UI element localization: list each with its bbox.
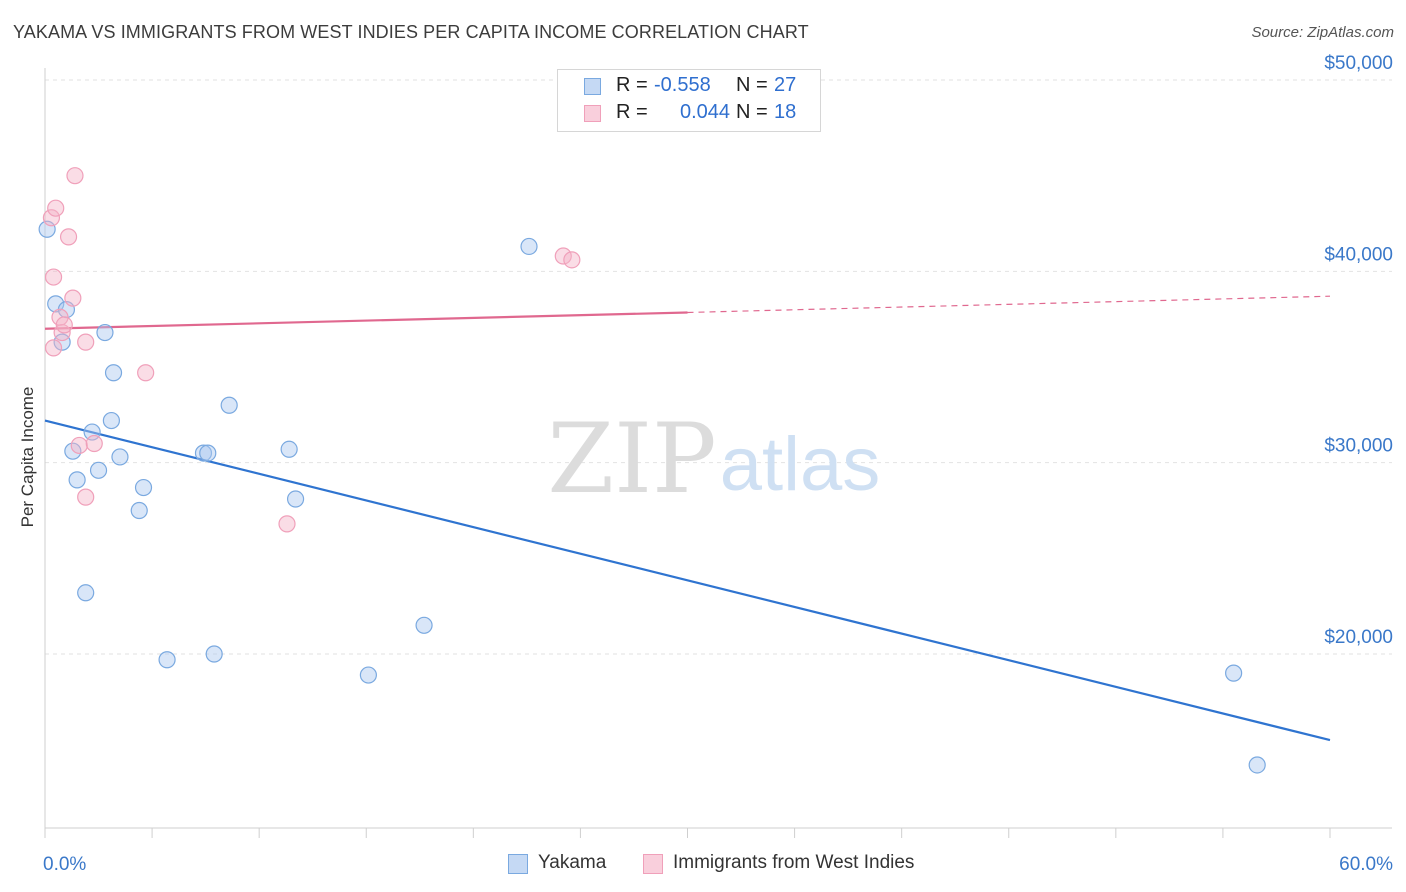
legend-n-value: 18	[774, 101, 797, 123]
y-tick-label: $30,000	[1324, 436, 1393, 457]
data-point	[111, 448, 129, 466]
data-point	[96, 323, 114, 342]
data-point	[55, 316, 73, 334]
data-point	[66, 167, 84, 185]
data-point	[554, 247, 572, 265]
data-point	[205, 645, 223, 663]
legend-swatch-yakama	[584, 78, 601, 95]
source-label: Source: ZipAtlas.com	[1251, 24, 1394, 41]
data-point	[158, 651, 176, 669]
data-point	[64, 442, 82, 460]
data-point	[194, 444, 213, 462]
data-point	[563, 251, 581, 269]
grid-layer	[45, 79, 1392, 655]
data-point	[286, 490, 305, 508]
x-tick-label: 60.0%	[1339, 854, 1393, 875]
data-point	[104, 364, 123, 382]
data-point	[44, 268, 63, 286]
data-point	[64, 289, 82, 307]
trend-layer	[44, 295, 1331, 742]
legend-n-value: 27	[774, 74, 797, 96]
trend-line	[44, 419, 1331, 742]
legend-r-value: -0.558	[654, 74, 711, 96]
data-point	[47, 295, 65, 313]
axis-layer	[44, 68, 1392, 838]
data-point	[1248, 756, 1266, 774]
legend-swatch-west-indies	[584, 105, 601, 122]
legend-r-label: R =	[616, 101, 648, 123]
x-tick-label: 0.0%	[43, 854, 86, 875]
chart-title: YAKAMA VS IMMIGRANTS FROM WEST INDIES PE…	[13, 22, 809, 42]
data-point	[199, 444, 217, 462]
bottom-legend-label: Immigrants from West Indies	[673, 852, 915, 873]
data-point	[68, 471, 86, 489]
data-point	[77, 333, 95, 351]
data-point	[359, 666, 377, 684]
data-point	[415, 616, 433, 634]
bottom-legend-swatch-yakama	[508, 854, 528, 874]
data-point	[280, 440, 298, 458]
data-point	[134, 478, 153, 497]
legend-r-value: 0.044	[680, 101, 731, 123]
data-point	[77, 488, 95, 506]
data-point	[220, 396, 238, 414]
data-point	[77, 584, 95, 602]
bottom-legend-label: Yakama	[538, 852, 607, 873]
data-point	[137, 364, 155, 382]
bottom-legend-swatch-west-indies	[643, 854, 663, 874]
data-point	[53, 333, 71, 351]
y-tick-label: $50,000	[1324, 53, 1393, 74]
data-point	[44, 339, 63, 357]
legend-n-label: N =	[736, 74, 768, 96]
data-point	[278, 515, 296, 533]
data-point	[47, 199, 65, 217]
data-point	[70, 436, 88, 455]
tick-labels: $20,000 $30,000 $40,000 $50,000 0.0% 60.0%	[43, 53, 1393, 875]
watermark-atlas: atlas	[720, 422, 881, 507]
data-point	[102, 411, 120, 430]
data-point	[89, 461, 108, 479]
data-point	[59, 228, 78, 246]
points-layer	[38, 167, 1266, 774]
data-point	[520, 237, 538, 256]
data-point	[130, 501, 148, 520]
legend-n-label: N =	[736, 101, 768, 123]
data-point	[85, 434, 103, 453]
trend-line-extension	[687, 295, 1331, 314]
trend-line	[44, 311, 688, 330]
y-tick-label: $40,000	[1324, 244, 1393, 265]
legend-r-label: R =	[616, 74, 648, 96]
data-point	[1225, 664, 1243, 682]
stats-legend: R = -0.558 N = 27 R = 0.044 N = 18	[557, 69, 821, 132]
y-tick-label: $20,000	[1324, 627, 1393, 648]
data-point	[42, 209, 61, 227]
watermark-zip: ZIP	[547, 403, 716, 515]
